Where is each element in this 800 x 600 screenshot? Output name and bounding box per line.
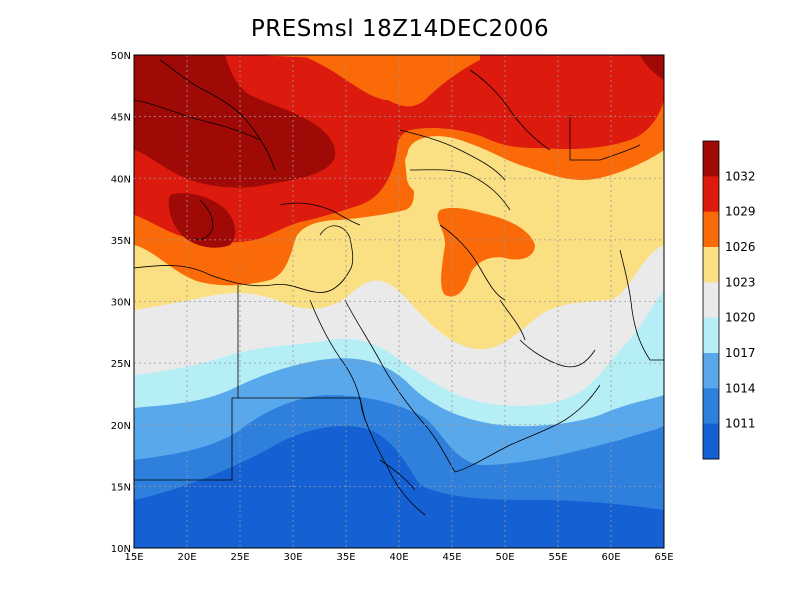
lon-tick-label: 60E <box>601 552 620 563</box>
colorbar-swatch <box>703 176 719 213</box>
lon-tick-label: 45E <box>442 552 461 563</box>
colorbar-label: 1017 <box>725 346 756 360</box>
lon-tick-label: 55E <box>548 552 567 563</box>
colorbar-label: 1032 <box>725 169 756 183</box>
lat-tick-label: 35N <box>111 236 131 247</box>
colorbar: 1032 1029 1026 1023 1020 1017 1014 1011 <box>702 140 756 460</box>
latitude-labels: 50N 45N 40N 35N 30N 25N 20N 15N 10N <box>111 51 131 555</box>
colorbar-swatch <box>703 317 719 354</box>
band-red <box>134 55 664 243</box>
lat-tick-label: 40N <box>111 174 131 185</box>
colorbar-frame <box>702 140 720 460</box>
band-orange-hole-2 <box>300 55 480 101</box>
colorbar-swatch <box>703 388 719 425</box>
band-darkred-3 <box>640 55 664 80</box>
lat-tick-label: 50N <box>111 51 131 62</box>
colorbar-swatch <box>703 282 719 319</box>
longitude-labels: 15E 20E 25E 30E 35E 40E 45E 50E 55E 60E 65E <box>124 552 673 563</box>
lat-tick-label: 45N <box>111 113 131 124</box>
colorbar-swatch <box>703 141 719 177</box>
lat-tick-label: 15N <box>111 482 131 493</box>
lat-tick-label: 30N <box>111 298 131 309</box>
map-title: PRESmsl 18Z14DEC2006 <box>250 16 550 42</box>
colorbar-label: 1023 <box>725 275 756 289</box>
boundaries <box>134 59 664 516</box>
lon-tick-label: 25E <box>230 552 249 563</box>
colorbar-label: 1011 <box>725 417 756 431</box>
colorbar-label: 1020 <box>725 311 756 325</box>
band-yellow-pocket <box>405 139 510 199</box>
lat-tick-label: 10N <box>111 544 131 555</box>
plot-frame <box>133 54 665 549</box>
band-orange-tongue <box>437 207 535 297</box>
colorbar-swatch <box>703 423 719 460</box>
lon-tick-label: 65E <box>654 552 673 563</box>
lat-tick-label: 20N <box>111 421 131 432</box>
colorbar-swatch <box>703 353 719 389</box>
colorbar-label: 1014 <box>725 381 756 395</box>
band-darkred-2 <box>168 193 236 248</box>
lon-tick-label: 50E <box>495 552 514 563</box>
lon-tick-label: 35E <box>336 552 355 563</box>
colorbar-label: 1026 <box>725 240 756 254</box>
lon-tick-label: 15E <box>124 552 143 563</box>
lon-tick-label: 40E <box>389 552 408 563</box>
colorbar-label: 1029 <box>725 205 756 219</box>
colorbar-swatch <box>703 211 719 248</box>
lon-tick-label: 20E <box>177 552 196 563</box>
lat-tick-label: 25N <box>111 359 131 370</box>
band-darkred <box>134 55 336 188</box>
colorbar-swatch <box>703 247 719 283</box>
lon-tick-label: 30E <box>283 552 302 563</box>
grid-lines <box>134 55 664 548</box>
